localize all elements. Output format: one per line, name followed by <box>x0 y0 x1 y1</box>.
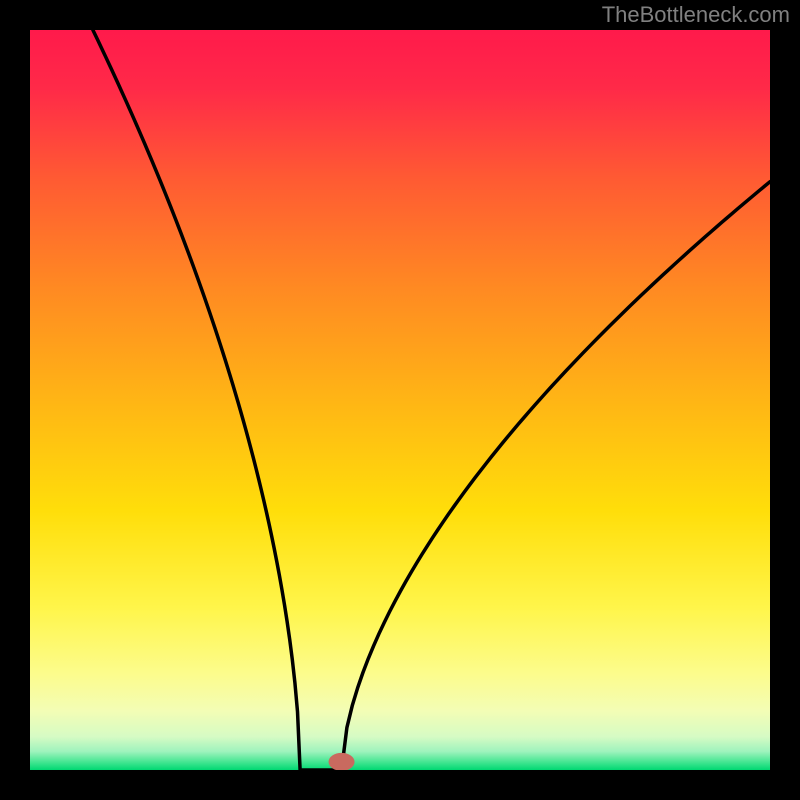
optimum-marker <box>329 753 355 770</box>
chart-svg <box>30 30 770 770</box>
plot-area <box>30 30 770 770</box>
bottleneck-curve <box>93 30 770 770</box>
attribution-label: TheBottleneck.com <box>602 2 790 28</box>
outer-frame: TheBottleneck.com <box>0 0 800 800</box>
